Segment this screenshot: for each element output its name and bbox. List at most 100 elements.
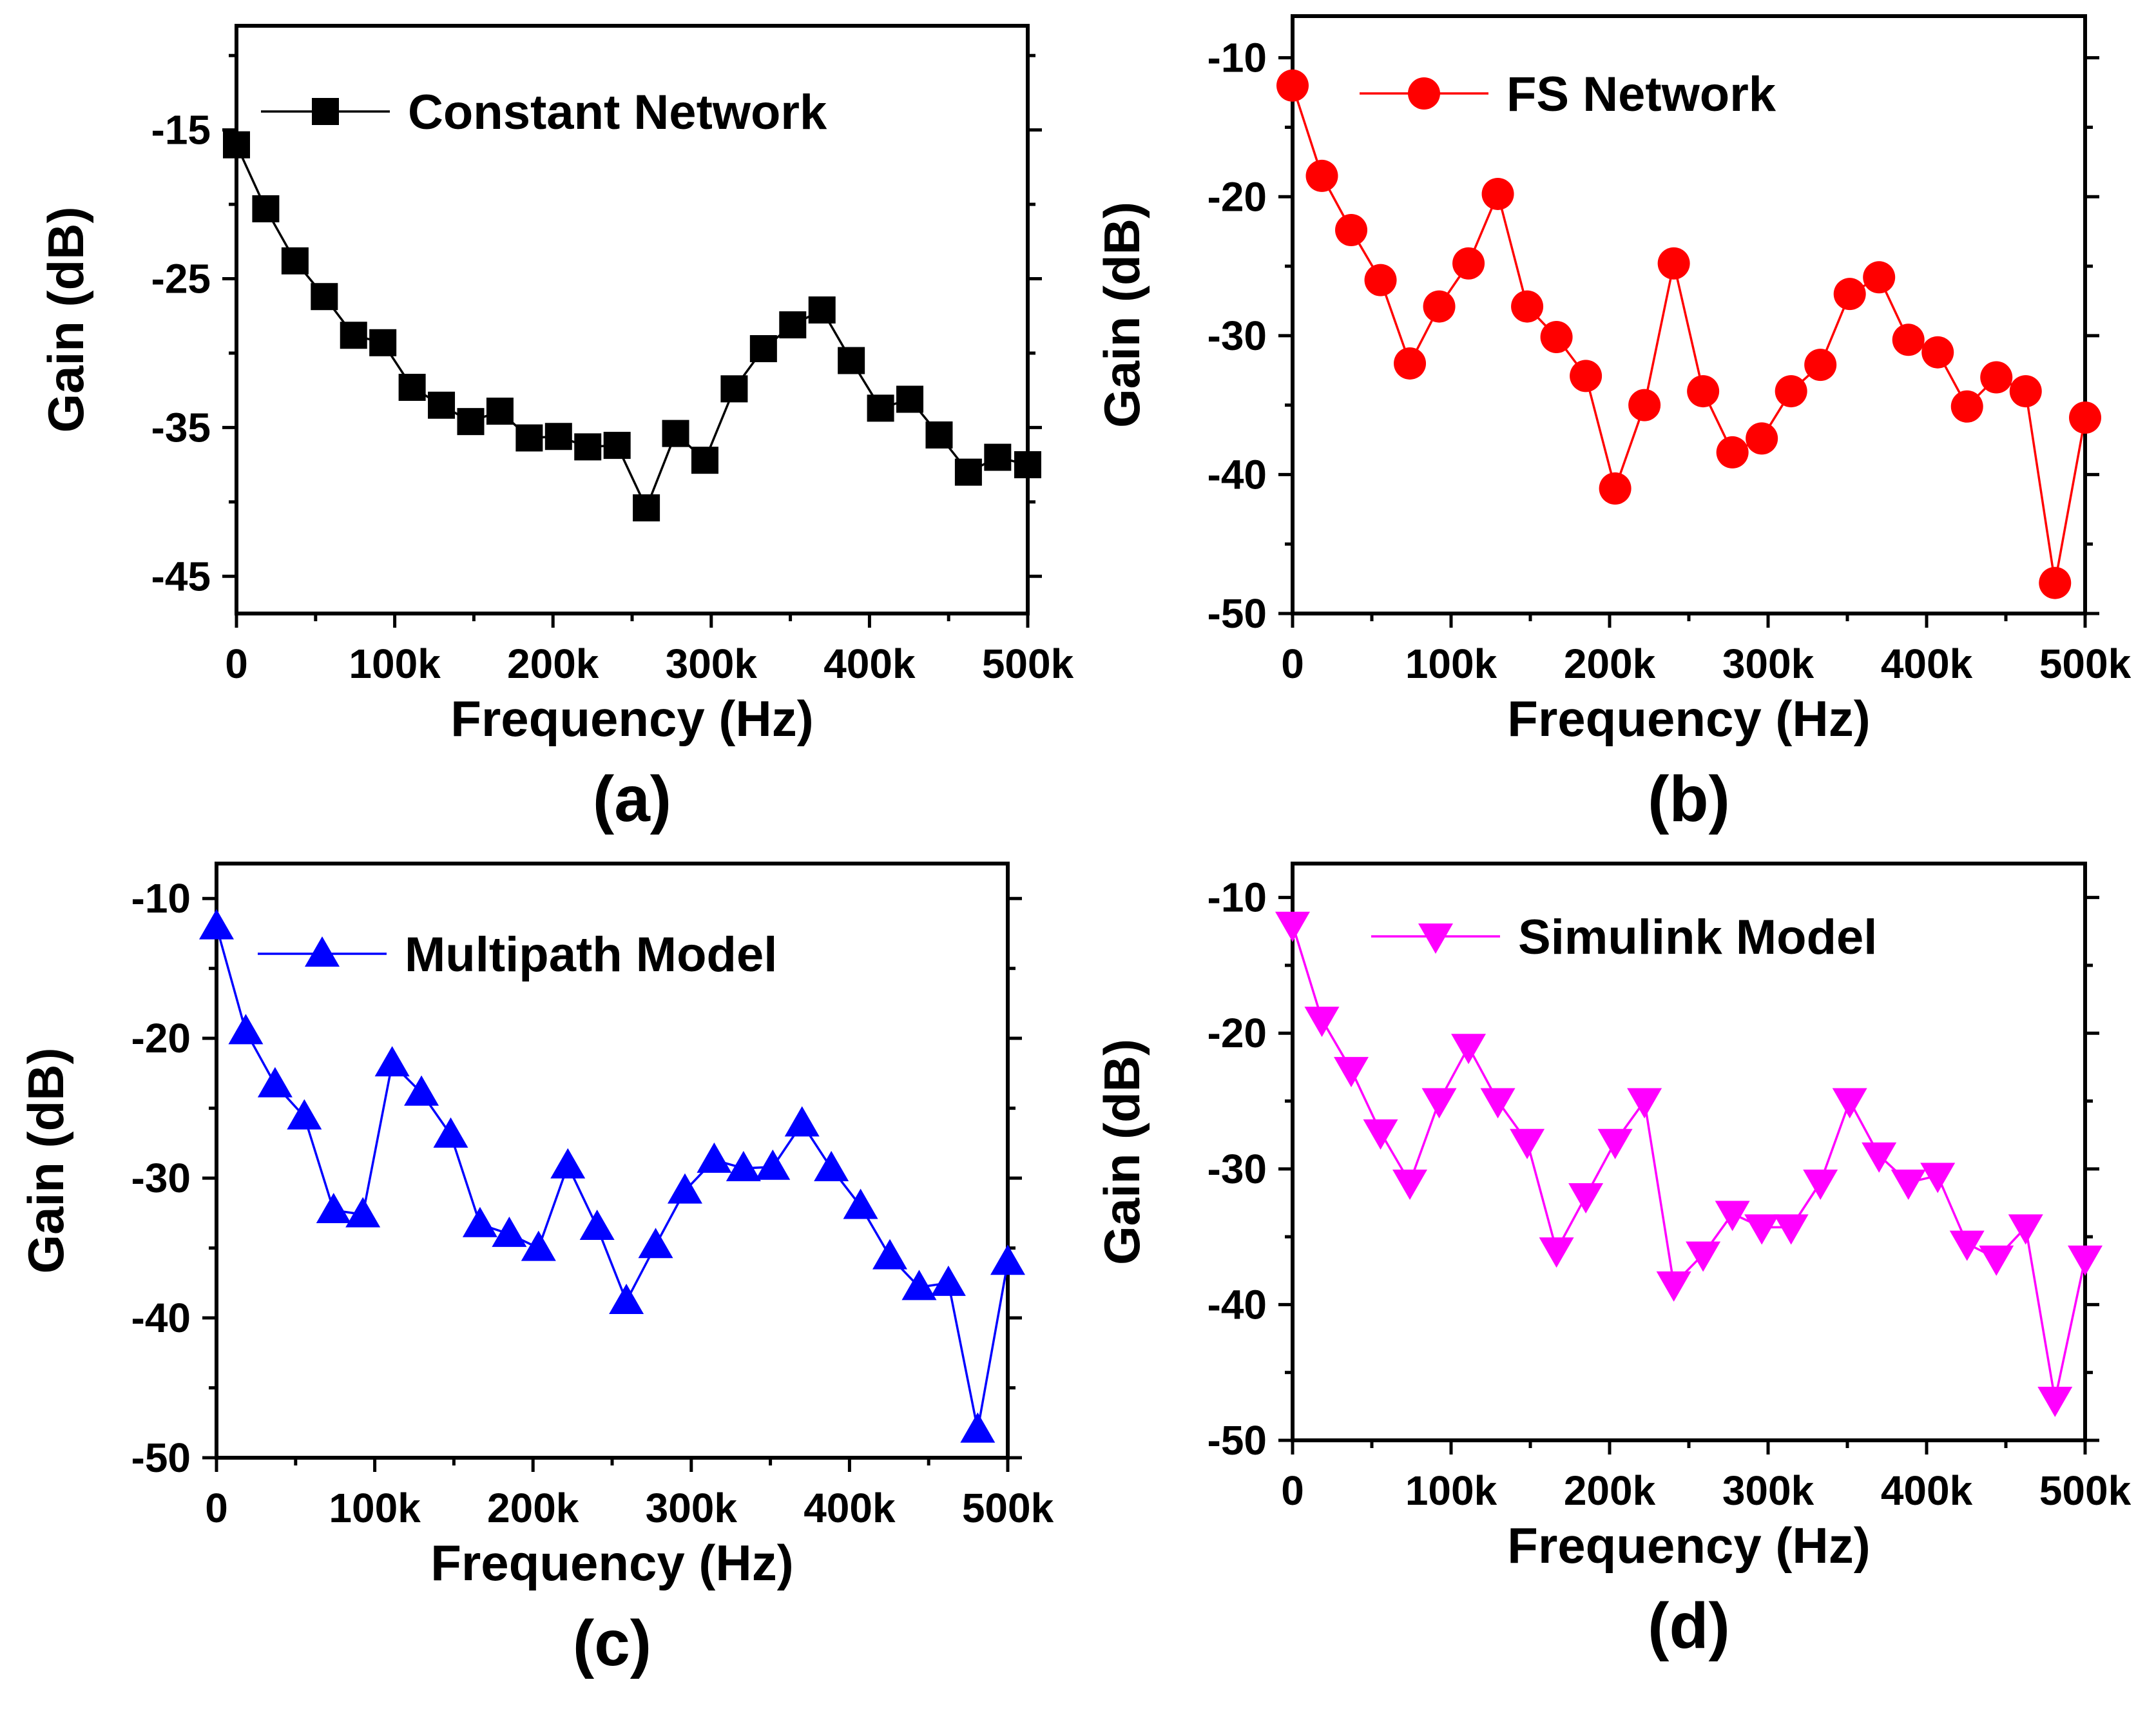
data-point (1746, 422, 1778, 455)
data-point (1304, 1007, 1340, 1038)
y-tick-label: -20 (131, 1015, 191, 1061)
data-point (1627, 1088, 1662, 1119)
data-point (1364, 264, 1397, 296)
x-tick-label: 0 (225, 641, 248, 687)
x-tick-label: 100k (1405, 641, 1497, 687)
y-tick-label: -50 (1208, 1417, 1267, 1464)
x-tick-label: 0 (205, 1485, 228, 1531)
panel-1: -15 -25 -35 -45 0 100k 200k 300k 400k 500k Frequen… (37, 24, 1074, 835)
data-point (1949, 1230, 1985, 1261)
legend: FS Network (1360, 67, 1776, 122)
data-point (1921, 336, 1954, 369)
data-point (1014, 451, 1041, 479)
x-tick-label: 100k (329, 1485, 421, 1531)
legend-label: Simulink Model (1518, 910, 1877, 965)
data-point (1628, 389, 1661, 421)
data-point (779, 311, 807, 339)
data-point (281, 247, 309, 275)
y-tick-label: -50 (131, 1435, 191, 1481)
data-point (1803, 1169, 1838, 1200)
data-point (1686, 1241, 1721, 1272)
data-point (1891, 1169, 1926, 1200)
data-point (1511, 290, 1544, 323)
x-axis-title: Frequency (Hz) (430, 1534, 793, 1591)
data-point (2039, 566, 2072, 599)
data-point (579, 1210, 615, 1241)
data-point (199, 909, 234, 940)
data-point (749, 335, 777, 363)
x-tick-label: 400k (1881, 1467, 1973, 1514)
data-point (697, 1142, 732, 1173)
y-tick-label: -25 (151, 256, 211, 302)
data-point (2009, 375, 2042, 408)
data-point (1979, 1245, 2014, 1276)
x-tick-label: 100k (349, 641, 441, 687)
data-point (1452, 247, 1485, 280)
y-tick-label: -40 (131, 1295, 191, 1341)
data-point (843, 1188, 878, 1219)
data-point (223, 131, 250, 159)
data-point (1657, 247, 1690, 280)
y-tick-label: -20 (1208, 1010, 1267, 1056)
data-point (457, 408, 485, 436)
panel-label: (c) (573, 1607, 651, 1679)
data-point (2008, 1214, 2043, 1245)
data-point (1773, 1214, 1809, 1245)
x-tick-label: 500k (962, 1485, 1054, 1531)
x-axis-title: Frequency (Hz) (1507, 1517, 1870, 1574)
data-point (984, 443, 1012, 471)
data-point (257, 1067, 293, 1097)
legend-marker (1408, 77, 1440, 110)
data-point (287, 1099, 322, 1130)
x-tick-label: 0 (1281, 641, 1304, 687)
data-point (838, 347, 865, 374)
data-point (1656, 1271, 1691, 1302)
data-point (1451, 1034, 1487, 1065)
data-point (1276, 69, 1309, 102)
data-point (755, 1149, 791, 1180)
data-point (252, 195, 280, 222)
y-axis-title: Gain (dB) (1093, 1039, 1150, 1265)
data-point (550, 1148, 586, 1179)
data-point (990, 1244, 1025, 1275)
data-point (1363, 1119, 1398, 1150)
x-tick-label: 200k (487, 1485, 579, 1531)
data-point (1597, 1128, 1633, 1159)
data-point (433, 1117, 468, 1148)
data-point (1510, 1128, 1545, 1159)
x-tick-label: 100k (1405, 1467, 1497, 1514)
y-axis-title: Gain (dB) (37, 207, 94, 433)
data-point (544, 423, 572, 450)
series-line (1291, 85, 2086, 583)
data-point (462, 1206, 497, 1237)
data-point (1804, 349, 1837, 382)
data-point (228, 1014, 264, 1045)
legend: Constant Network (261, 85, 827, 140)
data-point (486, 397, 514, 425)
data-point (2068, 1245, 2103, 1276)
data-point (1540, 320, 1573, 353)
series-line (235, 144, 1028, 511)
legend-marker (312, 98, 339, 125)
data-point (1950, 390, 1983, 423)
data-point (1920, 1163, 1956, 1194)
data-point (1862, 1142, 1897, 1173)
data-point (1716, 436, 1749, 469)
data-point (1423, 290, 1456, 323)
x-tick-label: 300k (1722, 1467, 1814, 1514)
data-point (638, 1228, 673, 1259)
data-point (633, 494, 660, 522)
y-tick-label: -35 (151, 404, 211, 450)
y-tick-label: -50 (1208, 590, 1267, 637)
data-point (1775, 375, 1807, 408)
data-point (521, 1230, 556, 1261)
legend: Multipath Model (258, 927, 777, 982)
data-point (925, 421, 953, 449)
data-point (340, 322, 367, 349)
legend-label: FS Network (1506, 67, 1776, 122)
data-point (1715, 1201, 1750, 1232)
data-point (1421, 1088, 1457, 1119)
data-point (1568, 1183, 1604, 1213)
x-tick-label: 300k (666, 641, 758, 687)
x-tick-label: 400k (1881, 641, 1973, 687)
